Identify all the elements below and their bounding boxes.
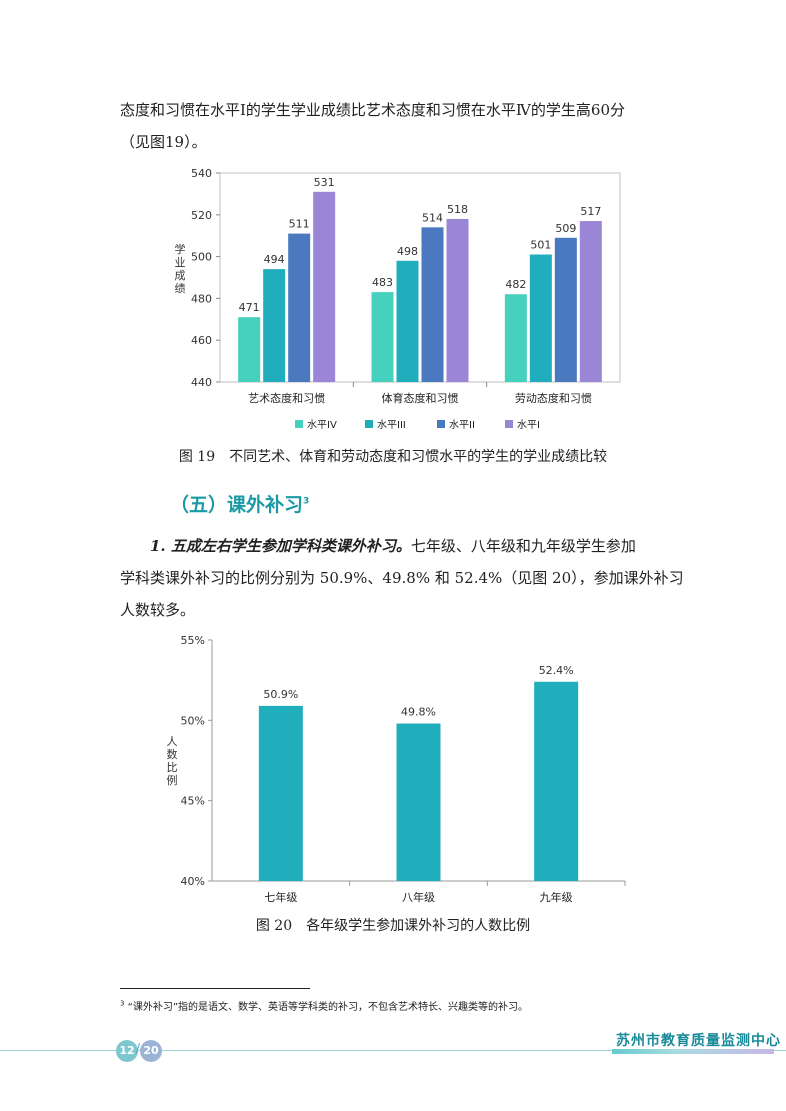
bar — [504, 294, 527, 382]
x-tick-label: 七年级 — [264, 890, 297, 904]
paragraph-lead: 1. 五成左右学生参加学科类课外补习。 — [150, 537, 411, 555]
footnote-rule — [120, 988, 310, 989]
y-axis-label: 学业成绩 — [175, 242, 186, 295]
y-tick-label: 55% — [181, 634, 205, 647]
page-number-total: 20 — [140, 1040, 162, 1062]
y-tick-label: 480 — [191, 292, 212, 305]
footer-brand: 苏州市教育质量监测中心 — [616, 1033, 781, 1049]
section-paragraph-line-1: 1. 五成左右学生参加学科类课外补习。七年级、八年级和九年级学生参加 — [120, 530, 680, 562]
data-label: 517 — [580, 205, 601, 218]
data-label: 50.9% — [263, 688, 298, 701]
legend-swatch — [365, 420, 373, 428]
bar — [529, 254, 552, 382]
section-heading: （五）课外补习3 — [170, 490, 309, 517]
data-label: 482 — [505, 278, 526, 291]
bar — [258, 705, 303, 881]
page-separator: / — [136, 1041, 141, 1055]
bar — [396, 260, 419, 382]
y-tick-label: 540 — [191, 167, 212, 180]
data-label: 501 — [530, 239, 551, 252]
data-label: 498 — [397, 245, 418, 258]
bar — [579, 221, 602, 382]
y-tick-label: 45% — [181, 795, 205, 808]
data-label: 518 — [447, 203, 468, 216]
figure-19-caption: 图 19 不同艺术、体育和劳动态度和习惯水平的学生的学业成绩比较 — [178, 449, 608, 465]
legend-swatch — [505, 420, 513, 428]
intro-line-2: （见图19）。 — [120, 133, 207, 151]
figure-19-chart: 440 460 480 500 520 540 学业成绩 471 494 511 531 艺术态度和习… — [175, 167, 621, 431]
data-label: 49.8% — [401, 706, 436, 719]
data-label: 52.4% — [539, 664, 574, 677]
footer-line — [0, 1050, 786, 1051]
bar — [421, 227, 444, 382]
legend-swatch — [437, 420, 445, 428]
bar — [371, 292, 394, 382]
x-tick-label: 艺术态度和习惯 — [248, 391, 325, 405]
figure-20-chart: 40% 45% 50% 55% 人数比例 50.9% 七年级 49.8% 八年级 52.4% 九年级 — [167, 634, 626, 904]
legend-label: 水平IV — [307, 419, 337, 431]
footnote-mark: 3 — [120, 999, 125, 1008]
section-paragraph-line-3: 人数较多。 — [120, 601, 196, 619]
footnote: 3 “课外补习”指的是语文、数学、英语等学科类的补习，不包含艺术特长、兴趣类等的… — [120, 998, 528, 1013]
footnote-ref: 3 — [303, 496, 310, 507]
x-tick-label: 八年级 — [402, 890, 435, 904]
intro-paragraph: 态度和习惯在水平Ⅰ的学生学业成绩比艺术态度和习惯在水平Ⅳ的学生高60分 （见图1… — [120, 94, 680, 158]
bar — [446, 218, 469, 382]
bar — [263, 269, 286, 382]
y-tick-label: 500 — [191, 251, 212, 264]
bar — [238, 317, 261, 382]
y-tick-label: 40% — [181, 875, 205, 888]
page-number-current: 12 — [116, 1040, 138, 1062]
section-paragraph: 1. 五成左右学生参加学科类课外补习。七年级、八年级和九年级学生参加 学科类课外… — [120, 530, 684, 626]
bar — [534, 681, 579, 881]
data-label: 531 — [314, 176, 335, 189]
y-axis-label: 人数比例 — [167, 735, 178, 787]
legend-label: 水平I — [517, 419, 540, 431]
x-tick-label: 九年级 — [540, 890, 573, 904]
data-label: 483 — [372, 276, 393, 289]
paragraph-rest: 七年级、八年级和九年级学生参加 — [410, 537, 636, 555]
section-heading-text: （五）课外补习 — [170, 494, 304, 516]
section-paragraph-line-2: 学科类课外补习的比例分别为 50.9%、49.8% 和 52.4%（见图 20）… — [120, 569, 684, 587]
figure-20-caption: 图 20 各年级学生参加课外补习的人数比例 — [255, 918, 531, 934]
bar — [396, 723, 441, 881]
y-tick-label: 440 — [191, 376, 212, 389]
data-label: 509 — [555, 222, 576, 235]
data-label: 494 — [264, 253, 285, 266]
legend-label: 水平III — [377, 419, 406, 431]
legend-label: 水平II — [449, 419, 475, 431]
footnote-text: “课外补习”指的是语文、数学、英语等学科类的补习，不包含艺术特长、兴趣类等的补习… — [127, 1002, 529, 1013]
y-tick-label: 460 — [191, 334, 212, 347]
x-tick-label: 体育态度和习惯 — [382, 391, 459, 405]
bar — [554, 237, 577, 382]
x-tick-label: 劳动态度和习惯 — [515, 391, 592, 405]
data-label: 471 — [239, 301, 260, 314]
bar — [313, 191, 336, 382]
data-label: 514 — [422, 211, 443, 224]
data-label: 511 — [289, 218, 310, 231]
legend-swatch — [295, 420, 303, 428]
y-tick-label: 520 — [191, 209, 212, 222]
bar — [288, 233, 311, 382]
y-tick-label: 50% — [181, 714, 205, 727]
plot-area — [219, 172, 621, 383]
intro-line-1: 态度和习惯在水平Ⅰ的学生学业成绩比艺术态度和习惯在水平Ⅳ的学生高60分 — [120, 101, 626, 119]
footer-brand-bar — [612, 1049, 774, 1054]
